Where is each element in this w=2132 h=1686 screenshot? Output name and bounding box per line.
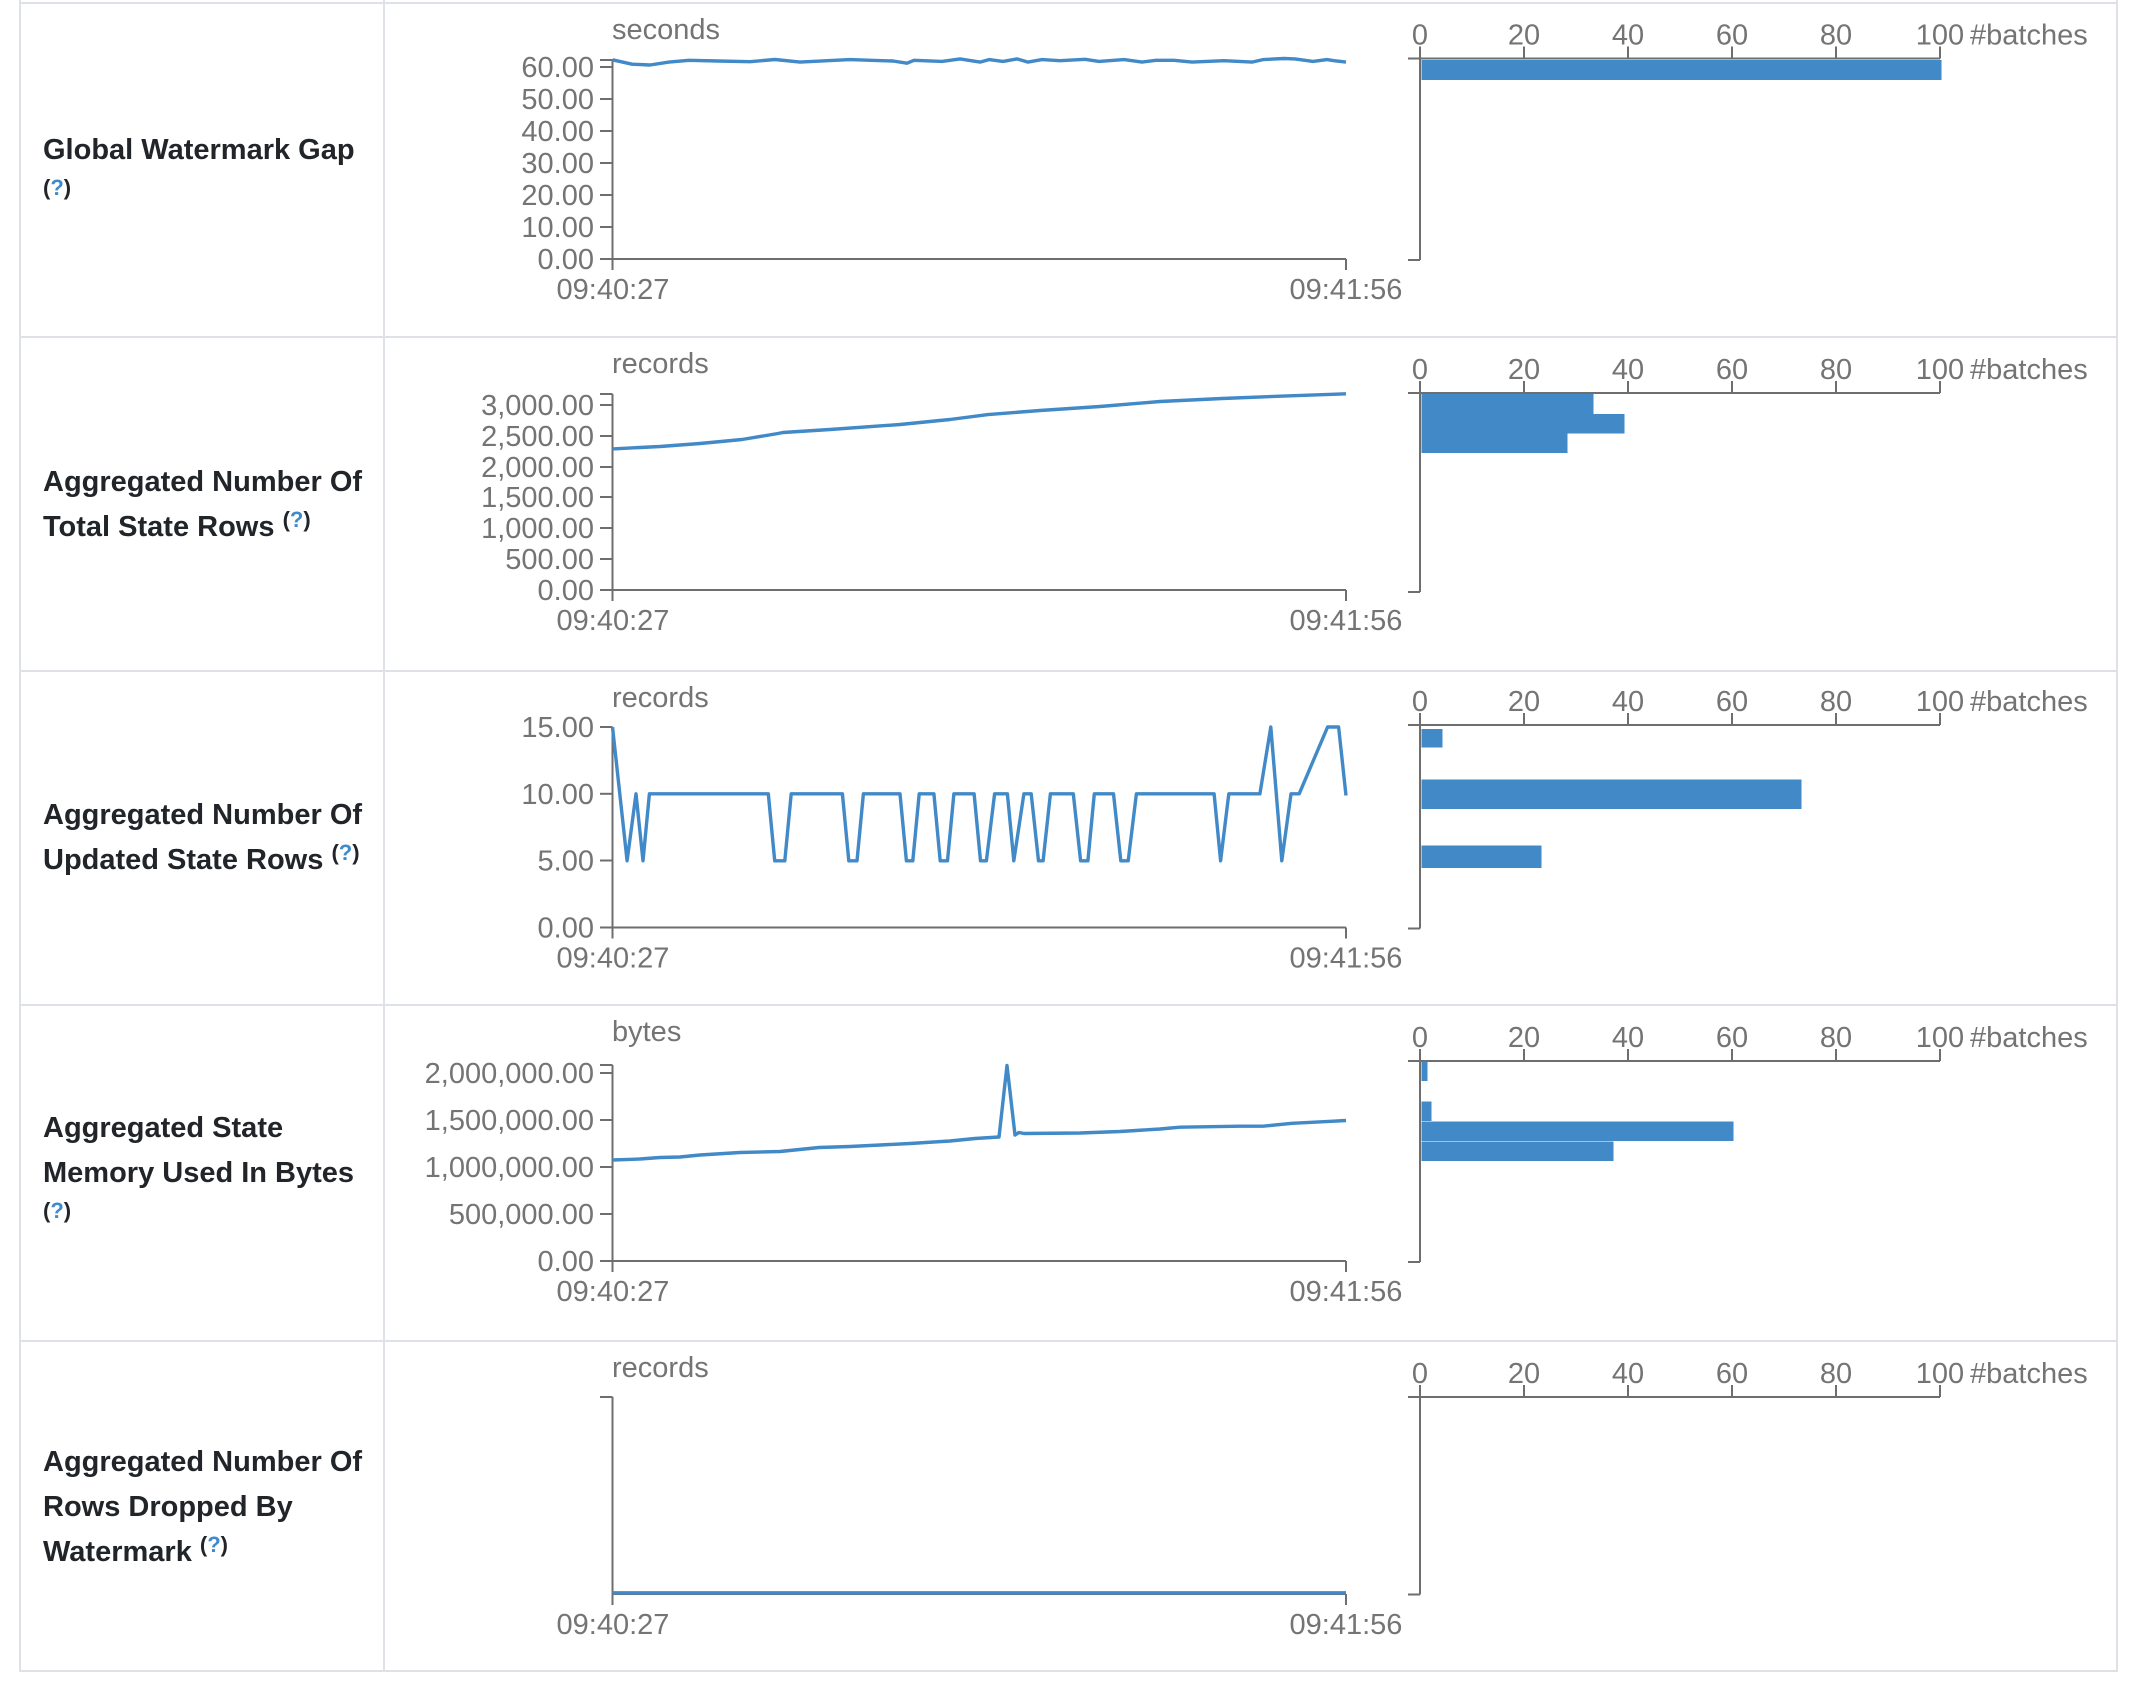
svg-text:09:41:56: 09:41:56 <box>1290 943 1403 975</box>
svg-text:80: 80 <box>1820 686 1852 718</box>
svg-text:20: 20 <box>1508 354 1540 386</box>
svg-text:60.00: 60.00 <box>521 52 594 84</box>
svg-text:records: records <box>612 348 709 380</box>
svg-text:1,500,000.00: 1,500,000.00 <box>425 1105 594 1137</box>
svg-text:20: 20 <box>1508 20 1540 52</box>
svg-text:5.00: 5.00 <box>538 846 594 878</box>
svg-text:30.00: 30.00 <box>521 148 594 180</box>
svg-text:09:41:56: 09:41:56 <box>1290 274 1403 306</box>
svg-text:#batches: #batches <box>1970 1022 2088 1054</box>
svg-text:#batches: #batches <box>1970 354 2088 386</box>
svg-text:500.00: 500.00 <box>505 544 594 576</box>
svg-text:0.00: 0.00 <box>538 244 594 276</box>
svg-text:40.00: 40.00 <box>521 116 594 148</box>
svg-text:09:40:27: 09:40:27 <box>557 274 670 306</box>
svg-text:0.00: 0.00 <box>538 575 594 607</box>
svg-text:60: 60 <box>1716 20 1748 52</box>
svg-text:09:40:27: 09:40:27 <box>557 1609 670 1641</box>
svg-text:20.00: 20.00 <box>521 180 594 212</box>
svg-text:100: 100 <box>1916 686 1964 718</box>
svg-text:2,000,000.00: 2,000,000.00 <box>425 1058 594 1090</box>
svg-text:0.00: 0.00 <box>538 913 594 945</box>
svg-text:0: 0 <box>1412 686 1428 718</box>
svg-text:10.00: 10.00 <box>521 212 594 244</box>
svg-text:3,000.00: 3,000.00 <box>481 390 594 422</box>
svg-text:#batches: #batches <box>1970 686 2088 718</box>
svg-text:#batches: #batches <box>1970 20 2088 52</box>
svg-text:40: 40 <box>1612 20 1644 52</box>
svg-text:15.00: 15.00 <box>521 712 594 744</box>
svg-text:60: 60 <box>1716 354 1748 386</box>
svg-text:80: 80 <box>1820 354 1852 386</box>
svg-text:09:41:56: 09:41:56 <box>1290 1609 1403 1641</box>
svg-text:80: 80 <box>1820 1358 1852 1390</box>
svg-text:0: 0 <box>1412 1358 1428 1390</box>
svg-text:20: 20 <box>1508 1022 1540 1054</box>
svg-text:#batches: #batches <box>1970 1358 2088 1390</box>
svg-text:100: 100 <box>1916 1022 1964 1054</box>
svg-text:09:40:27: 09:40:27 <box>557 943 670 975</box>
svg-text:records: records <box>612 682 709 714</box>
svg-text:1,000.00: 1,000.00 <box>481 513 594 545</box>
svg-text:09:40:27: 09:40:27 <box>557 1276 670 1308</box>
svg-text:40: 40 <box>1612 686 1644 718</box>
svg-text:09:41:56: 09:41:56 <box>1290 605 1403 637</box>
svg-text:100: 100 <box>1916 1358 1964 1390</box>
svg-text:1,500.00: 1,500.00 <box>481 482 594 514</box>
svg-text:2,500.00: 2,500.00 <box>481 421 594 453</box>
svg-text:60: 60 <box>1716 1022 1748 1054</box>
svg-text:50.00: 50.00 <box>521 84 594 116</box>
svg-text:80: 80 <box>1820 20 1852 52</box>
svg-text:40: 40 <box>1612 1358 1644 1390</box>
svg-text:10.00: 10.00 <box>521 779 594 811</box>
svg-text:records: records <box>612 1352 709 1384</box>
svg-text:seconds: seconds <box>612 14 720 46</box>
svg-text:80: 80 <box>1820 1022 1852 1054</box>
svg-text:100: 100 <box>1916 354 1964 386</box>
svg-text:40: 40 <box>1612 354 1644 386</box>
svg-text:40: 40 <box>1612 1022 1644 1054</box>
svg-text:0: 0 <box>1412 20 1428 52</box>
svg-text:20: 20 <box>1508 1358 1540 1390</box>
svg-text:0.00: 0.00 <box>538 1246 594 1278</box>
svg-text:09:40:27: 09:40:27 <box>557 605 670 637</box>
svg-text:09:41:56: 09:41:56 <box>1290 1276 1403 1308</box>
svg-text:60: 60 <box>1716 686 1748 718</box>
svg-text:0: 0 <box>1412 1022 1428 1054</box>
svg-text:60: 60 <box>1716 1358 1748 1390</box>
svg-text:20: 20 <box>1508 686 1540 718</box>
svg-text:bytes: bytes <box>612 1016 681 1048</box>
svg-text:0: 0 <box>1412 354 1428 386</box>
svg-text:1,000,000.00: 1,000,000.00 <box>425 1152 594 1184</box>
svg-text:2,000.00: 2,000.00 <box>481 452 594 484</box>
svg-text:100: 100 <box>1916 20 1964 52</box>
svg-text:500,000.00: 500,000.00 <box>449 1199 594 1231</box>
